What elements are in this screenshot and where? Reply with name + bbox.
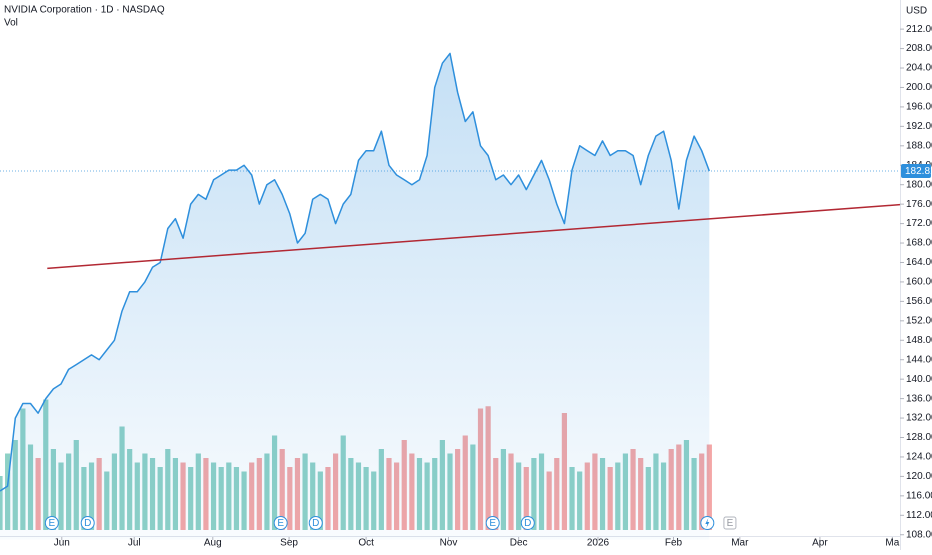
y-tick-label: 120.00 bbox=[906, 471, 932, 482]
event-marker bbox=[80, 516, 95, 530]
x-tick-label: Ma bbox=[885, 538, 899, 549]
y-tick-label: 200.00 bbox=[906, 82, 932, 93]
plot bbox=[0, 52, 901, 540]
y-tick-label: 152.00 bbox=[906, 315, 932, 326]
y-tick-label: 140.00 bbox=[906, 374, 932, 385]
y-tick-label: 176.00 bbox=[906, 199, 932, 210]
last-price-badge bbox=[901, 164, 931, 179]
event-marker bbox=[485, 516, 500, 530]
x-tick-label: Sep bbox=[280, 538, 298, 549]
event-marker bbox=[44, 516, 59, 530]
event-marker bbox=[308, 516, 323, 530]
y-tick-label: 108.00 bbox=[906, 529, 932, 540]
news-icon-bolt bbox=[705, 518, 710, 528]
x-tick-label: Aug bbox=[204, 538, 222, 549]
currency-label: USD bbox=[906, 6, 927, 17]
price-line bbox=[0, 52, 711, 492]
y-tick-label: 196.00 bbox=[906, 102, 932, 113]
volume-label: Vol bbox=[4, 18, 18, 29]
y-tick-label: 124.00 bbox=[906, 452, 932, 463]
event-label: E bbox=[727, 518, 734, 529]
y-tick-label: 156.00 bbox=[906, 296, 932, 307]
y-tick-label: 132.00 bbox=[906, 413, 932, 424]
y-tick-label: 212.00 bbox=[906, 24, 932, 35]
y-tick-label: 208.00 bbox=[906, 43, 932, 54]
y-tick-label: 116.00 bbox=[906, 490, 932, 501]
volume-bar bbox=[706, 444, 712, 530]
x-tick-label: Jun bbox=[54, 538, 70, 549]
y-tick-label: 172.00 bbox=[906, 218, 932, 229]
y-tick-label: 148.00 bbox=[906, 335, 932, 346]
event-label: D bbox=[84, 518, 91, 529]
event-label: E bbox=[489, 518, 496, 529]
event-label: E bbox=[49, 518, 56, 529]
event-marker bbox=[520, 516, 535, 530]
price-area bbox=[0, 53, 710, 540]
y-tick-label: 144.00 bbox=[906, 354, 932, 365]
y-tick-label: 164.00 bbox=[906, 257, 932, 268]
y-tick-label: 168.00 bbox=[906, 238, 932, 249]
x-tick-label: Nov bbox=[440, 538, 458, 549]
y-tick-label: 128.00 bbox=[906, 432, 932, 443]
y-tick-label: 136.00 bbox=[906, 393, 932, 404]
y-tick-label: 112.00 bbox=[906, 510, 932, 521]
event-marker bbox=[723, 516, 737, 530]
chart-title: NVIDIA Corporation · 1D · NASDAQ bbox=[4, 5, 165, 16]
x-tick-label: Jul bbox=[128, 538, 141, 549]
event-marker bbox=[273, 516, 288, 530]
x-tick-label: Mar bbox=[731, 538, 749, 549]
x-tick-label: Oct bbox=[358, 538, 374, 549]
last-price-label: 182.81 bbox=[905, 166, 932, 177]
x-tick-label: 2026 bbox=[587, 538, 610, 549]
event-label: D bbox=[312, 518, 319, 529]
x-tick-label: Dec bbox=[510, 538, 528, 549]
y-tick-label: 192.00 bbox=[906, 121, 932, 132]
y-tick-label: 160.00 bbox=[906, 277, 932, 288]
event-label: D bbox=[524, 518, 531, 529]
y-tick-label: 188.00 bbox=[906, 140, 932, 151]
y-tick-label: 204.00 bbox=[906, 63, 932, 74]
y-tick-label: 180.00 bbox=[906, 179, 932, 190]
event-label: E bbox=[277, 518, 284, 529]
trendline bbox=[47, 203, 901, 270]
x-tick-label: Apr bbox=[812, 538, 828, 549]
x-tick-label: Feb bbox=[665, 538, 683, 549]
